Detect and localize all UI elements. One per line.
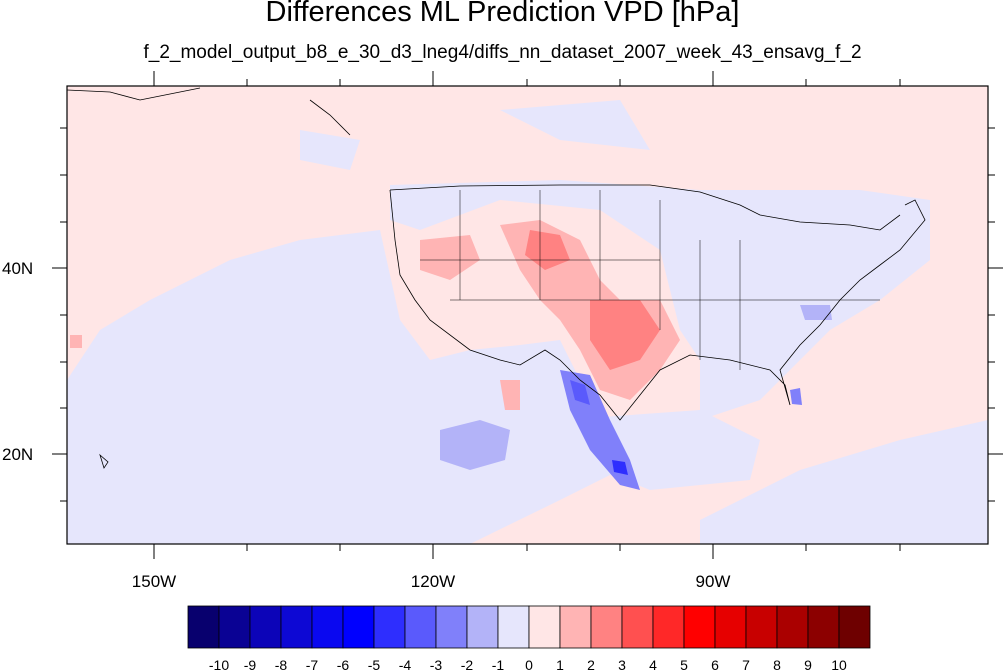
colorbar-label: 2 <box>587 657 595 672</box>
colorbar-label: 4 <box>649 657 657 672</box>
colorbar-swatch <box>342 605 375 649</box>
lon-label-120w: 120W <box>411 572 455 591</box>
colorbar: -10 -9 -8 -7 -6 -5 -4 -3 -2 -1 0 1 2 3 4 5 6 7 8 9 10 <box>187 605 871 672</box>
colorbar-swatch <box>590 605 623 649</box>
colorbar-label: 3 <box>618 657 626 672</box>
colorbar-label: -6 <box>337 657 350 672</box>
colorbar-label: -1 <box>492 657 505 672</box>
colorbar-swatch <box>311 605 344 649</box>
colorbar-label: -8 <box>275 657 288 672</box>
lat-label-40n: 40N <box>2 259 33 278</box>
colorbar-label: -9 <box>244 657 257 672</box>
colorbar-swatch <box>373 605 406 649</box>
lon-ticks <box>153 71 901 559</box>
colorbar-swatch <box>218 605 251 649</box>
colorbar-swatch <box>683 605 716 649</box>
colorbar-swatch <box>497 605 530 649</box>
lon-label-150w: 150W <box>132 572 176 591</box>
colorbar-swatch <box>280 605 313 649</box>
colorbar-swatch <box>435 605 468 649</box>
colorbar-label: 7 <box>742 657 750 672</box>
colorbar-label: 8 <box>773 657 781 672</box>
colorbar-label: -2 <box>461 657 474 672</box>
colorbar-swatch <box>807 605 840 649</box>
colorbar-swatch <box>404 605 437 649</box>
colorbar-swatch <box>621 605 654 649</box>
colorbar-swatch <box>776 605 809 649</box>
vpd-difference-field <box>67 86 988 544</box>
colorbar-label: 1 <box>556 657 564 672</box>
colorbar-label: 0 <box>525 657 533 672</box>
colorbar-swatch <box>528 605 561 649</box>
colorbar-label: -3 <box>430 657 443 672</box>
colorbar-swatch <box>714 605 747 649</box>
colorbar-label: -5 <box>368 657 381 672</box>
colorbar-swatch <box>187 605 220 649</box>
colorbar-swatch <box>559 605 592 649</box>
plot-title: Differences ML Prediction VPD [hPa] <box>265 0 740 28</box>
coastlines <box>67 87 926 469</box>
lat-ticks <box>52 127 1003 502</box>
lat-label-20n: 20N <box>2 445 33 464</box>
colorbar-label: 5 <box>680 657 688 672</box>
colorbar-swatch <box>466 605 499 649</box>
colorbar-swatch <box>652 605 685 649</box>
colorbar-label: 10 <box>831 657 847 672</box>
lon-label-90w: 90W <box>696 572 731 591</box>
plot-subtitle: f_2_model_output_b8_e_30_d3_lneg4/diffs_… <box>143 42 862 63</box>
colorbar-label: -4 <box>399 657 412 672</box>
colorbar-swatch <box>745 605 778 649</box>
colorbar-label: -7 <box>306 657 319 672</box>
colorbar-label: -10 <box>209 657 229 672</box>
colorbar-label: 9 <box>804 657 812 672</box>
colorbar-swatch <box>838 605 871 649</box>
colorbar-label: 6 <box>711 657 719 672</box>
colorbar-swatch <box>249 605 282 649</box>
